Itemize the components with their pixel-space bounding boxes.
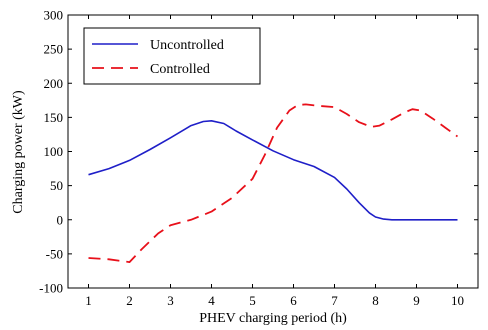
series-line-controlled	[88, 103, 459, 264]
y-tick-label: 250	[44, 42, 64, 57]
y-tick-label: 300	[44, 8, 64, 23]
legend-label-uncontrolled: Uncontrolled	[150, 38, 224, 53]
legend: Uncontrolled Controlled	[83, 27, 261, 85]
x-tick-label: 10	[451, 293, 464, 308]
x-tick-label: 8	[372, 293, 379, 308]
series-line-uncontrolled	[88, 120, 458, 221]
y-tick-label: -100	[39, 281, 63, 296]
y-tick-label: 100	[44, 144, 64, 159]
y-tick-label: 50	[50, 178, 63, 193]
y-axis-title: Charging power (kW)	[11, 90, 26, 214]
y-tick-label: 150	[44, 110, 64, 125]
x-tick-label: 9	[413, 293, 420, 308]
y-tick-label: -50	[46, 246, 63, 261]
axis-ticks: 1 2 3 4 5 6 7 8 9 10 -100 -50 0 50 100 150 200 250 300	[39, 8, 478, 308]
x-tick-label: 5	[249, 293, 256, 308]
x-tick-label: 7	[331, 293, 338, 308]
x-tick-label: 3	[167, 293, 174, 308]
y-tick-label: 0	[57, 212, 64, 227]
legend-label-controlled: Controlled	[150, 62, 210, 77]
x-tick-label: 4	[208, 293, 215, 308]
x-axis-title: PHEV charging period (h)	[199, 311, 347, 326]
x-tick-label: 1	[85, 293, 92, 308]
y-tick-label: 200	[44, 76, 64, 91]
x-tick-label: 2	[126, 293, 133, 308]
series-lines	[88, 103, 459, 264]
x-tick-label: 6	[290, 293, 297, 308]
legend-box	[83, 27, 261, 85]
